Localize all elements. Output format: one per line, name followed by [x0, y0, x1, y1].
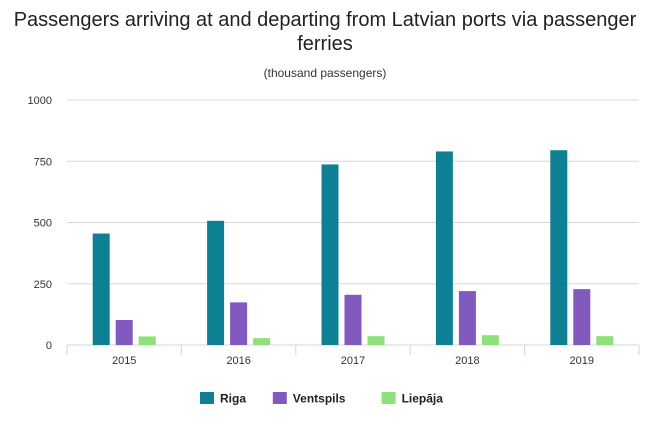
bar-ventspils[interactable]: [115, 320, 133, 345]
legend-label[interactable]: Liepāja: [402, 392, 444, 406]
legend-swatch[interactable]: [272, 392, 287, 404]
chart-subtitle: (thousand passengers): [263, 66, 387, 80]
bar-liep-ja[interactable]: [596, 336, 614, 345]
y-tick-label: 500: [34, 218, 52, 230]
bar-liep-ja[interactable]: [367, 336, 385, 345]
bar-liep-ja[interactable]: [253, 338, 271, 345]
x-tick-label: 2015: [112, 355, 136, 367]
x-tick-label: 2017: [341, 355, 365, 367]
y-tick-label: 1000: [28, 95, 52, 107]
bar-ventspils[interactable]: [230, 302, 248, 345]
bar-riga[interactable]: [92, 233, 110, 345]
x-tick-label: 2016: [226, 355, 250, 367]
bar-liep-ja[interactable]: [481, 335, 499, 345]
y-tick-label: 750: [34, 156, 52, 168]
bar-riga[interactable]: [435, 151, 453, 345]
bar-riga[interactable]: [550, 150, 568, 345]
x-tick-label: 2019: [570, 355, 594, 367]
bar-liep-ja[interactable]: [138, 336, 156, 345]
x-tick-label: 2018: [455, 355, 479, 367]
bar-ventspils[interactable]: [573, 289, 591, 345]
bar-ventspils[interactable]: [344, 294, 362, 345]
legend-swatch[interactable]: [200, 392, 214, 404]
chart-title: Passengers arriving at and departing fro…: [13, 9, 637, 55]
legend-swatch[interactable]: [381, 392, 396, 404]
y-tick-label: 0: [46, 340, 52, 352]
bar-riga[interactable]: [207, 220, 225, 345]
legend-label[interactable]: Ventspils: [293, 392, 346, 406]
bar-riga[interactable]: [321, 164, 339, 345]
y-tick-label: 250: [34, 279, 52, 291]
legend-label[interactable]: Riga: [220, 392, 246, 406]
bar-ventspils[interactable]: [458, 291, 476, 345]
